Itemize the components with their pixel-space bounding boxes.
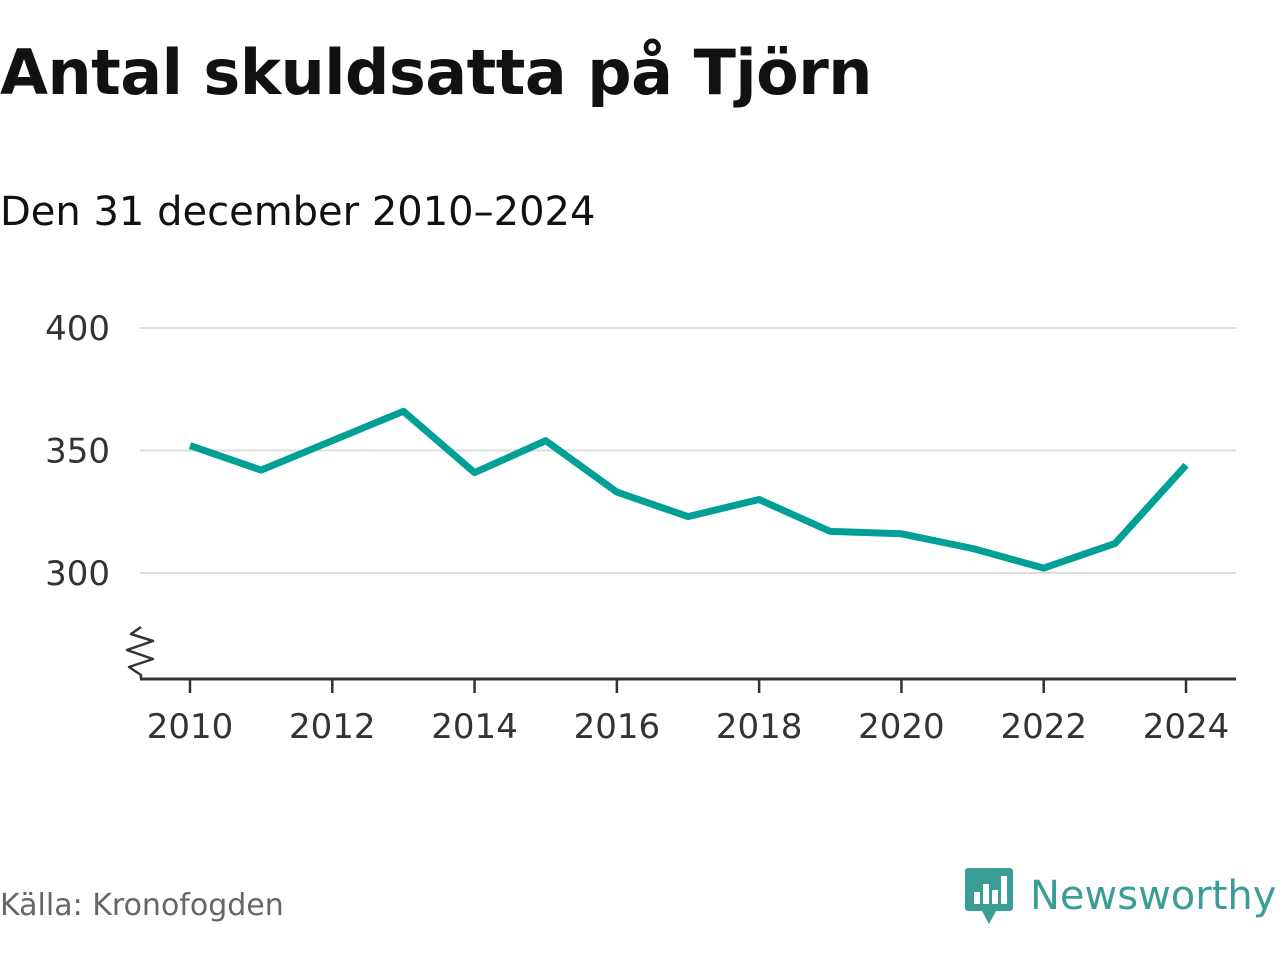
x-tick-label: 2012: [289, 707, 376, 747]
x-tick-labels: 2010 2012 2014 2016 2018 2020 2022 2024: [147, 679, 1230, 747]
x-tick-label: 2014: [431, 707, 518, 747]
brand-logo: Newsworthy: [964, 864, 1276, 928]
chat-bar-chart-icon: [965, 868, 1013, 924]
y-tick-labels: 300 350 400: [45, 309, 110, 594]
source-note: Källa: Kronofogden: [0, 888, 284, 923]
grid-lines: [140, 327, 1236, 574]
x-tick-label: 2024: [1143, 707, 1230, 747]
y-tick-label: 400: [45, 309, 110, 349]
chart-subtitle: Den 31 december 2010–2024: [0, 189, 596, 235]
x-tick-label: 2020: [858, 707, 945, 747]
x-tick-label: 2022: [1000, 707, 1087, 747]
x-tick-label: 2018: [716, 707, 803, 747]
data-series: [188, 407, 1189, 572]
y-tick-label: 350: [45, 432, 110, 472]
series-line-0: [188, 407, 1189, 572]
chart-title: Antal skuldsatta på Tjörn: [0, 36, 872, 109]
x-axis: [125, 625, 1236, 681]
x-tick-label: 2010: [147, 707, 234, 747]
axis-break-icon: [125, 625, 155, 679]
x-tick-label: 2016: [574, 707, 661, 747]
brand-name: Newsworthy: [1030, 873, 1277, 919]
y-tick-label: 300: [45, 554, 110, 594]
